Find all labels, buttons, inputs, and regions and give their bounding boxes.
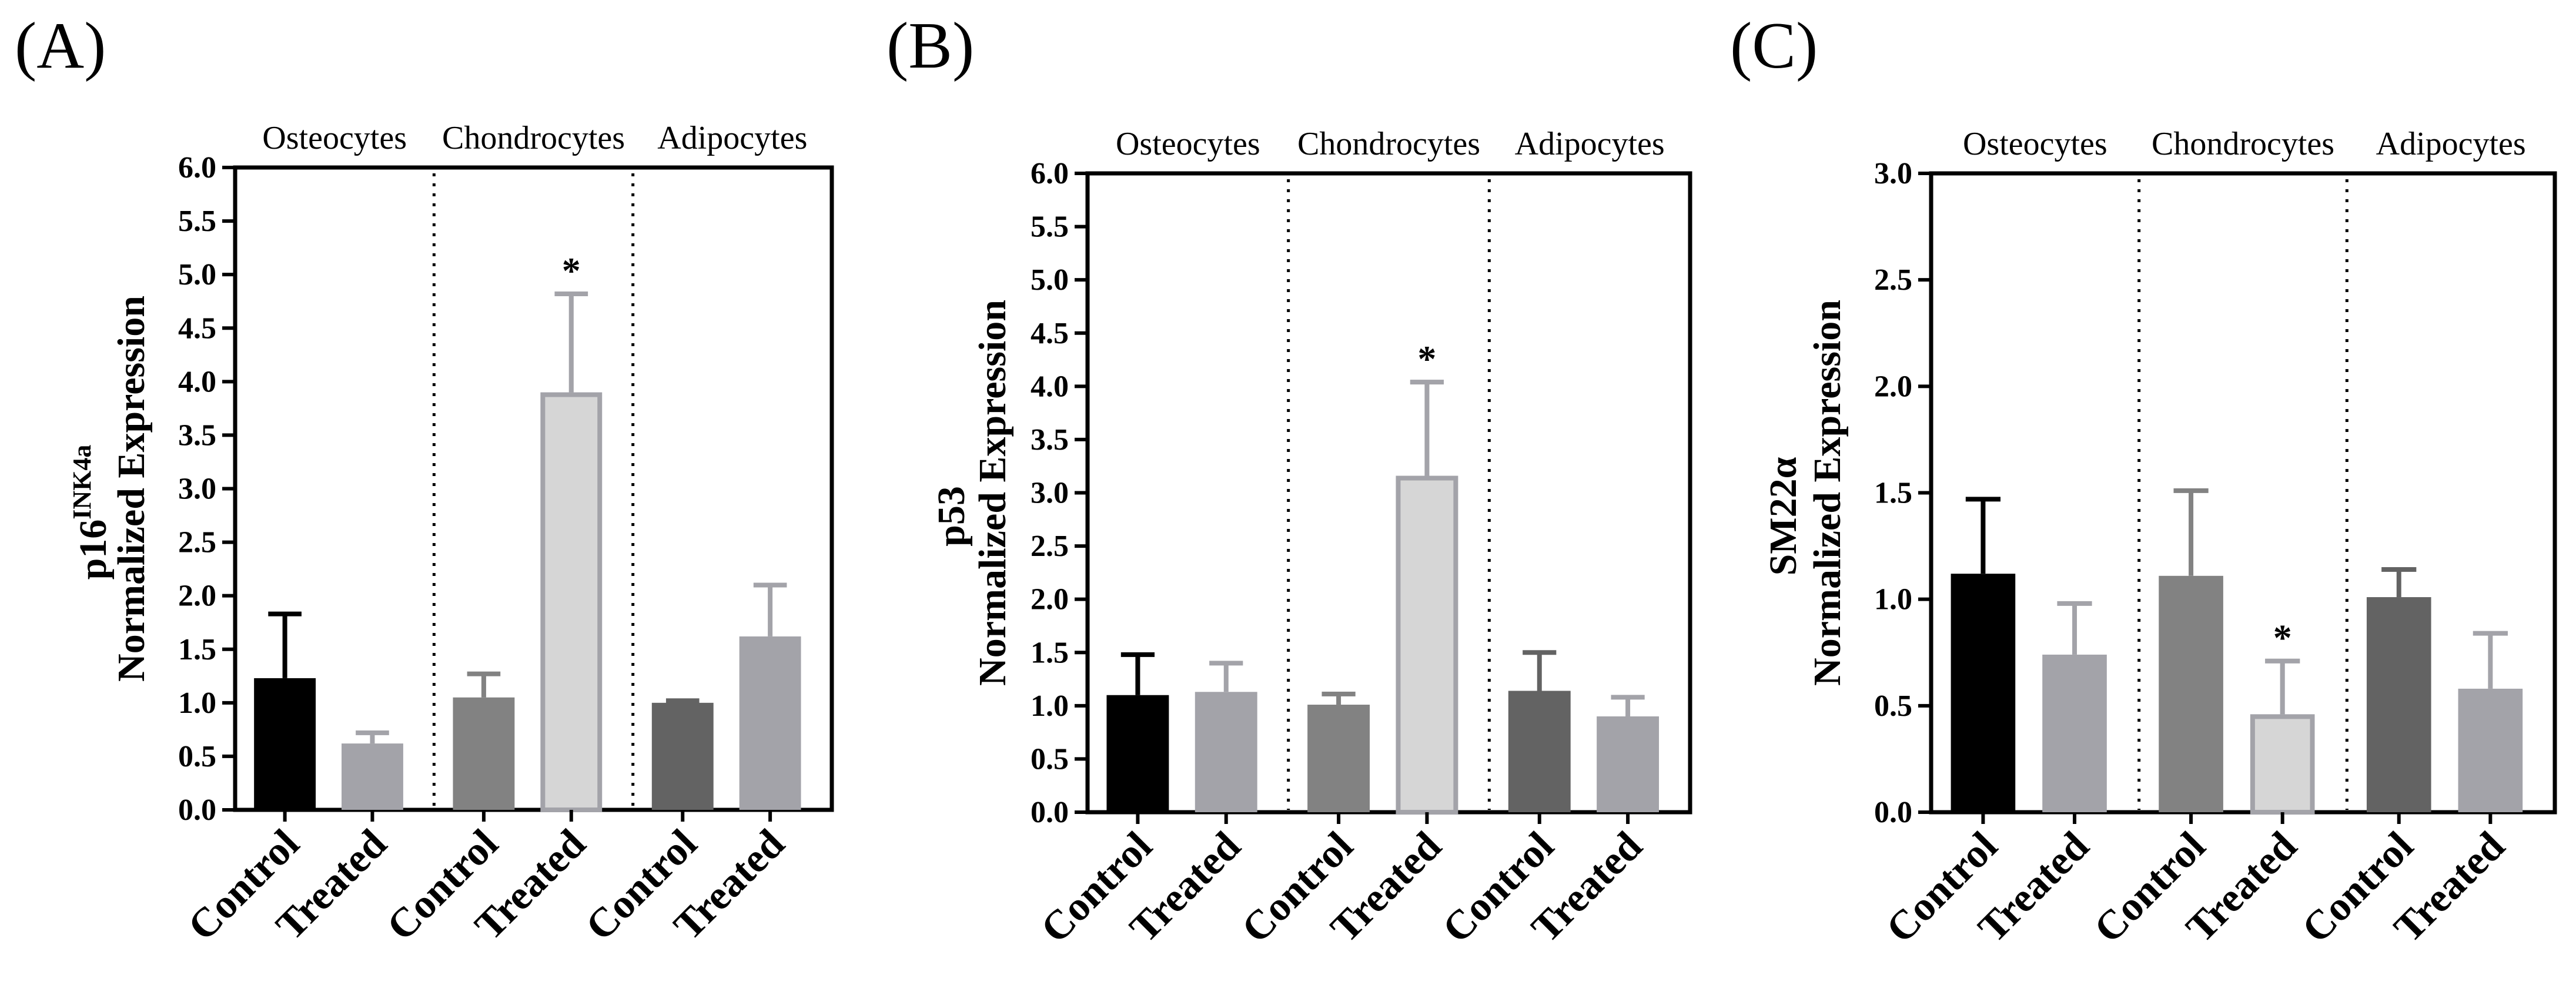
- y-tick-label: 4.0: [178, 365, 216, 398]
- y-tick-label: 4.0: [1031, 370, 1069, 403]
- chart-panel-3: (C) 0.0 0.5 1.0 1.5 2.0 2.5 3.0 SM22α Normalized …: [1730, 9, 2557, 952]
- bar: [1106, 695, 1169, 812]
- significance-marker: *: [562, 250, 581, 292]
- y-axis-label-gene: p53: [930, 486, 973, 547]
- group-label: Chondrocytes: [1297, 126, 1480, 162]
- bar: [342, 743, 403, 810]
- y-axis-label-gene: SM22α: [1762, 457, 1805, 575]
- y-tick-label: 3.0: [1031, 477, 1069, 510]
- y-tick-label: 5.0: [1031, 263, 1069, 297]
- y-tick-label: 5.5: [178, 205, 216, 238]
- bar: [1195, 692, 1257, 812]
- y-tick-label: 1.5: [1031, 636, 1069, 669]
- y-tick-label: 0.0: [178, 793, 216, 827]
- bar: [453, 697, 515, 810]
- y-tick-label: 3.0: [178, 473, 216, 506]
- chart-panel-2: (B) 0.0 0.5 1.0 1.5 2.0 2.5 3.0 3.5 4.0 4.5 5.0 5.5 6…: [886, 9, 1692, 952]
- y-axis-label: p53: [930, 486, 973, 547]
- y-tick-label: 1.0: [1874, 583, 1912, 617]
- y-tick-label: 2.5: [178, 526, 216, 559]
- y-tick-label: 2.0: [1874, 370, 1912, 403]
- y-tick-label: 0.5: [178, 740, 216, 773]
- y-tick-label: 4.5: [178, 311, 216, 345]
- y-tick-label: 6.0: [1031, 157, 1069, 190]
- group-label: Osteocytes: [262, 120, 407, 156]
- group-label: Adipocytes: [657, 120, 807, 156]
- panel-label: (A): [15, 9, 106, 82]
- y-tick-label: 6.0: [178, 151, 216, 185]
- y-tick-label: 2.5: [1031, 530, 1069, 563]
- y-tick-label: 1.5: [178, 633, 216, 666]
- group-label: Osteocytes: [1116, 126, 1260, 162]
- y-axis-label-normalized: Normalized Expression: [1806, 300, 1849, 686]
- y-tick-label: 5.0: [178, 258, 216, 292]
- bar: [2458, 688, 2523, 812]
- y-tick-label: 0.5: [1874, 689, 1912, 723]
- group-label: Chondrocytes: [2152, 126, 2334, 162]
- y-tick-label: 0.0: [1031, 796, 1069, 829]
- y-axis-label-normalized: Normalized Expression: [971, 300, 1014, 686]
- y-axis-label-superscript: INK4a: [68, 445, 96, 520]
- panel-label: (C): [1730, 9, 1818, 82]
- y-tick-label: 2.0: [1031, 583, 1069, 617]
- bar: [1307, 705, 1370, 812]
- bar: [1951, 574, 2016, 812]
- chart-panel-1: (A) 0.0 0.5 1.0 1.5 2.0 2.5 3.0 3.5 4.0 4.5 5.0 5.5 6…: [15, 9, 834, 949]
- bar: [254, 678, 316, 810]
- y-tick-label: 3.0: [1874, 157, 1912, 190]
- y-tick-label: 1.0: [178, 686, 216, 720]
- significance-marker: *: [2273, 617, 2292, 659]
- bar: [1396, 475, 1458, 815]
- bar: [2250, 714, 2315, 815]
- group-label: Chondrocytes: [442, 120, 625, 156]
- y-tick-label: 4.5: [1031, 317, 1069, 350]
- y-tick-label: 3.5: [1031, 423, 1069, 457]
- y-tick-label: 3.5: [178, 418, 216, 452]
- y-axis-label: SM22α: [1762, 457, 1805, 575]
- bar: [2159, 575, 2223, 812]
- y-axis-label-normalized: Normalized Expression: [110, 296, 153, 682]
- group-label: Adipocytes: [2376, 126, 2526, 162]
- y-axis-label: p16INK4a: [68, 445, 115, 580]
- significance-marker: *: [1417, 338, 1436, 380]
- group-label: Osteocytes: [1963, 126, 2107, 162]
- bar: [540, 392, 603, 812]
- group-label: Adipocytes: [1515, 126, 1665, 162]
- bar: [2042, 654, 2107, 812]
- bar: [739, 636, 801, 810]
- y-tick-label: 0.0: [1874, 796, 1912, 829]
- bar: [1508, 691, 1571, 812]
- y-tick-label: 1.5: [1874, 477, 1912, 510]
- y-tick-label: 0.5: [1031, 742, 1069, 776]
- y-axis-label-gene: p16: [72, 520, 115, 580]
- bar: [2366, 597, 2431, 812]
- y-tick-label: 1.0: [1031, 689, 1069, 723]
- y-tick-label: 2.0: [178, 579, 216, 613]
- y-tick-label: 5.5: [1031, 210, 1069, 244]
- bar: [1597, 716, 1660, 812]
- y-tick-label: 2.5: [1874, 263, 1912, 297]
- bar: [651, 702, 714, 810]
- panel-label: (B): [886, 9, 974, 82]
